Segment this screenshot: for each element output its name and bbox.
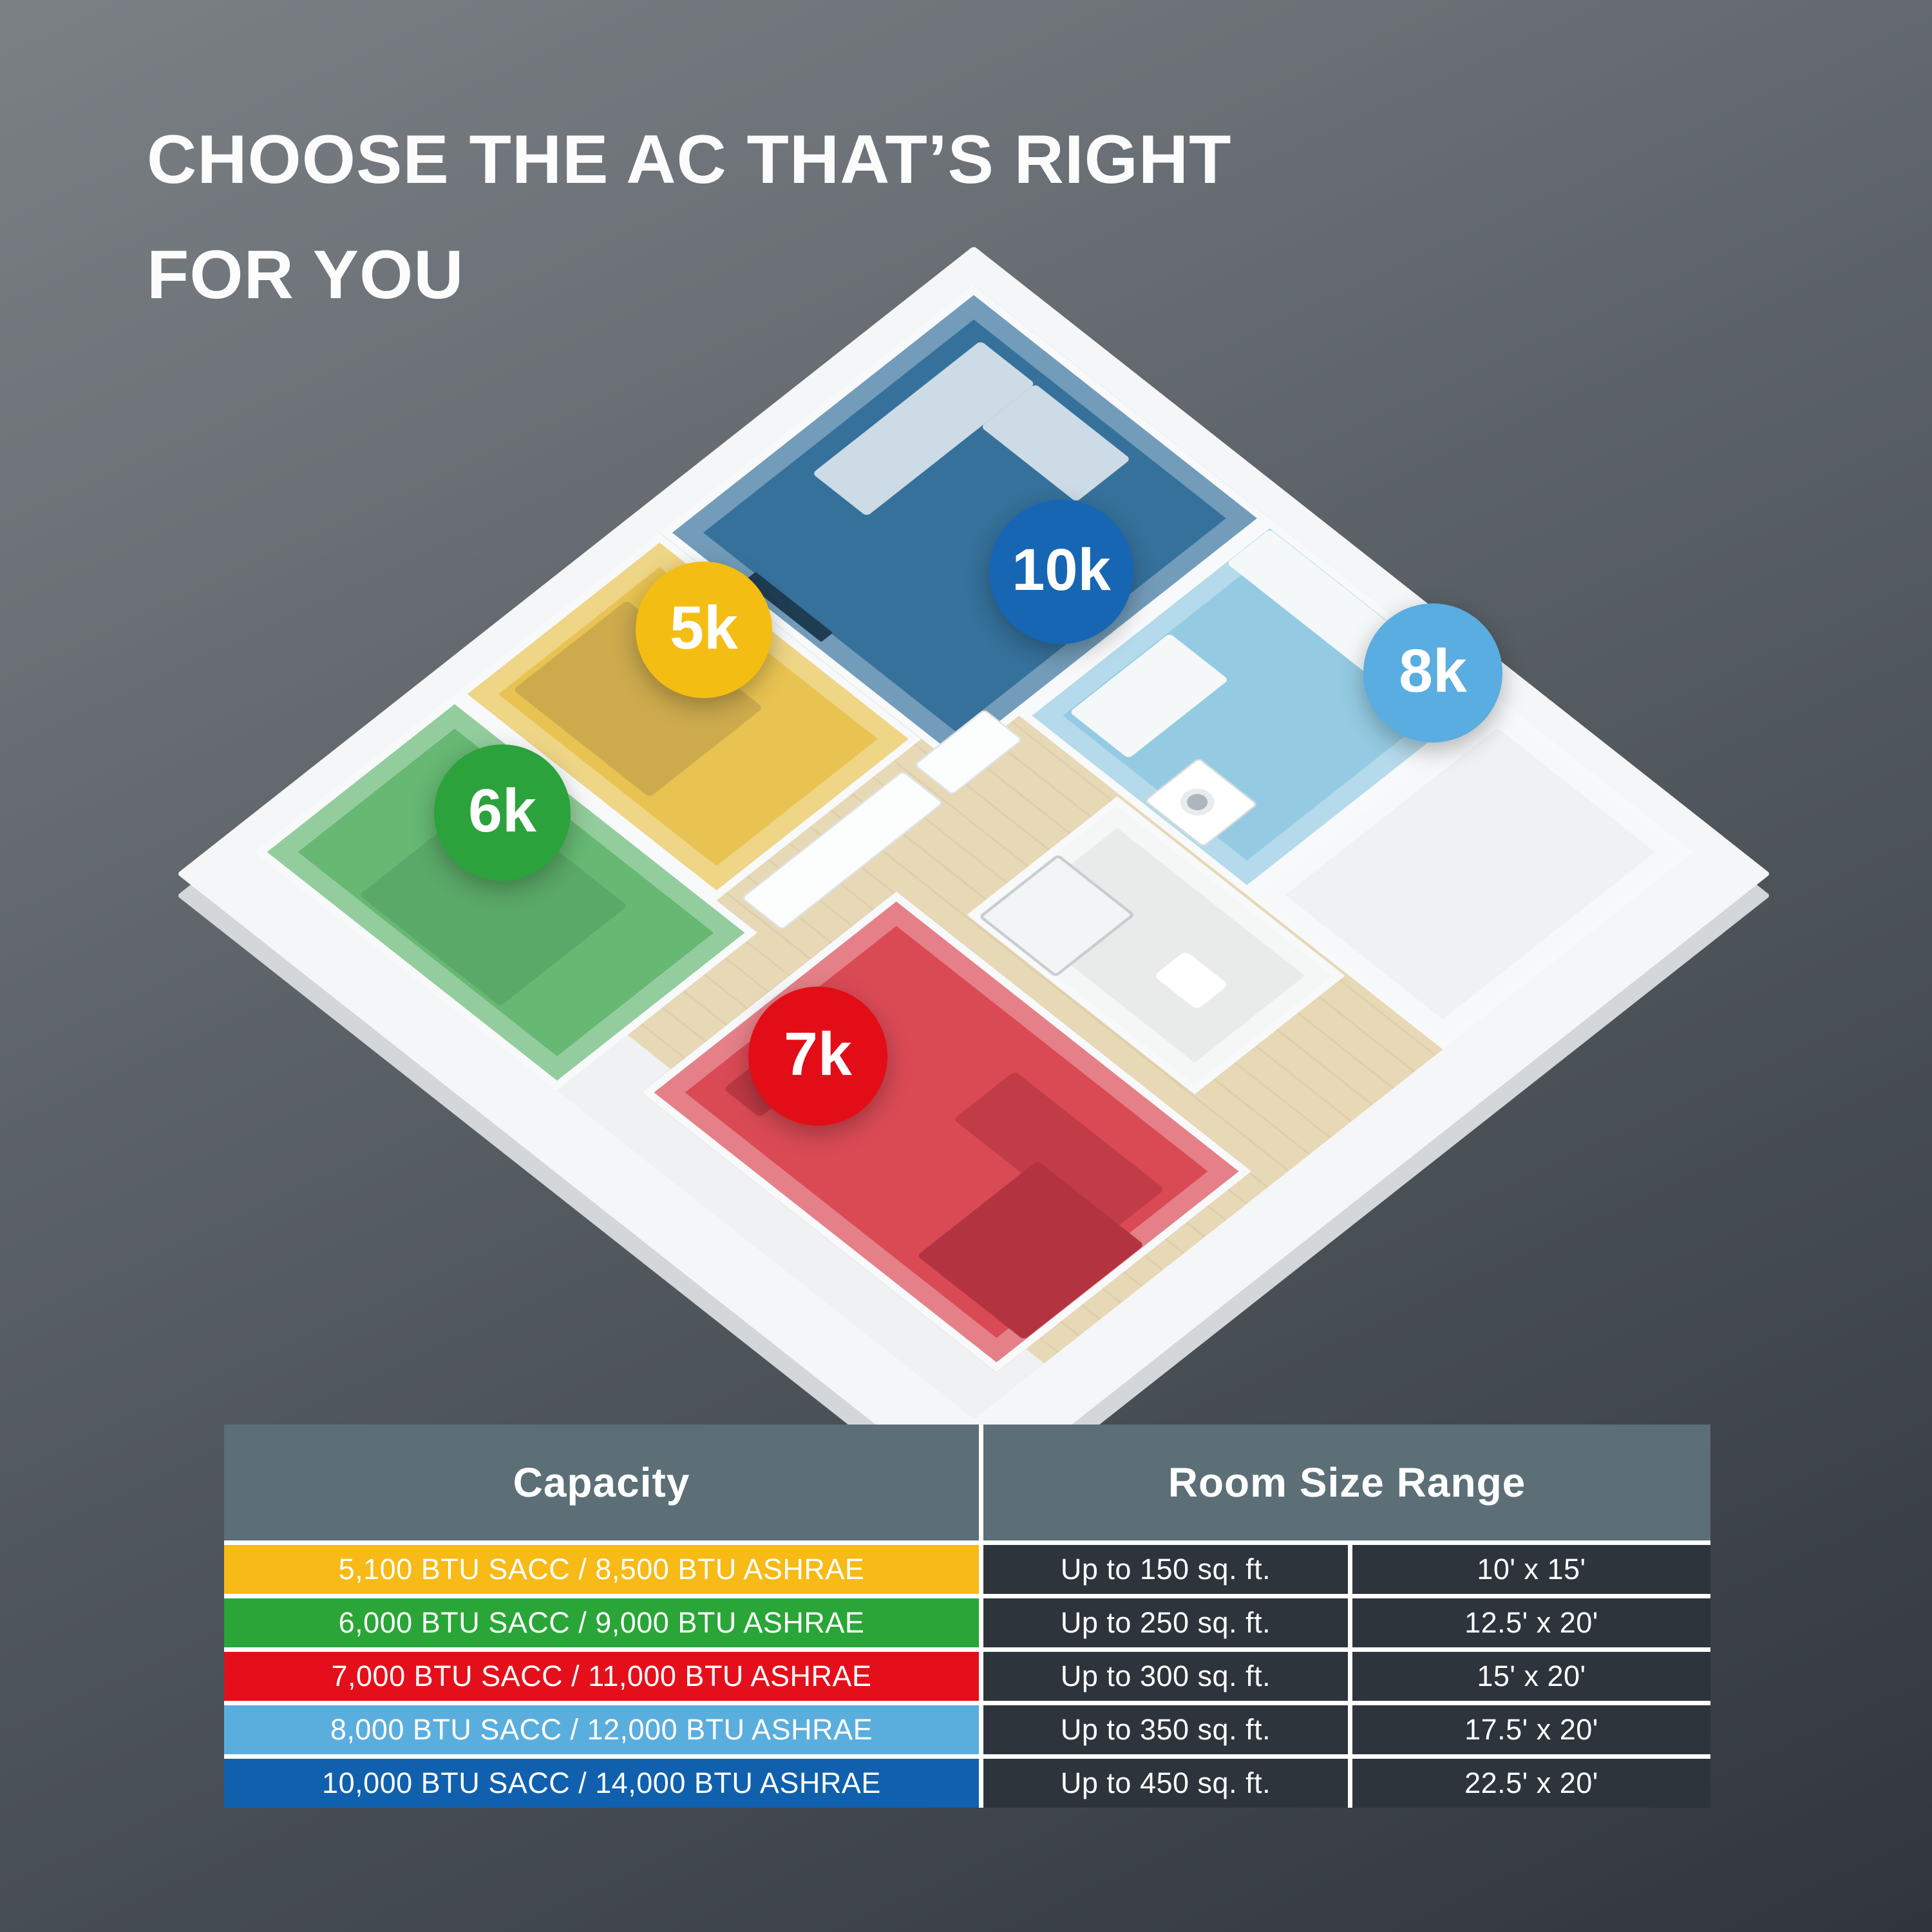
page-title-line2: FOR YOU <box>147 235 464 313</box>
table-row: 10,000 BTU SACC / 14,000 BTU ASHRAE Up t… <box>224 1759 1710 1808</box>
room-size-cell: Up to 450 sq. ft. <box>983 1759 1348 1808</box>
capacity-cell: 7,000 BTU SACC / 11,000 BTU ASHRAE <box>224 1652 979 1701</box>
capacity-badge-6k: 6k <box>434 744 571 881</box>
capacity-cell: 5,100 BTU SACC / 8,500 BTU ASHRAE <box>224 1545 979 1594</box>
capacity-table-header: Capacity Room Size Range <box>224 1425 1710 1540</box>
table-row: 6,000 BTU SACC / 9,000 BTU ASHRAE Up to … <box>224 1598 1710 1647</box>
table-row: 8,000 BTU SACC / 12,000 BTU ASHRAE Up to… <box>224 1705 1710 1754</box>
header-room-size-range: Room Size Range <box>983 1425 1710 1540</box>
room-size-cell: Up to 300 sq. ft. <box>983 1652 1348 1701</box>
dimensions-cell: 17.5' x 20' <box>1352 1705 1710 1754</box>
toilet-shape <box>1153 951 1229 1010</box>
capacity-badge-10k: 10k <box>989 500 1133 644</box>
header-capacity: Capacity <box>224 1425 979 1540</box>
capacity-cell: 10,000 BTU SACC / 14,000 BTU ASHRAE <box>224 1759 979 1808</box>
badge-label: 7k <box>784 1019 852 1088</box>
capacity-cell: 8,000 BTU SACC / 12,000 BTU ASHRAE <box>224 1705 979 1754</box>
capacity-table: Capacity Room Size Range 5,100 BTU SACC … <box>224 1425 1710 1808</box>
room-size-cell: Up to 150 sq. ft. <box>983 1545 1348 1594</box>
badge-label: 10k <box>1012 536 1111 603</box>
page-title: CHOOSE THE AC THAT’S RIGHT FOR YOU <box>147 102 1232 332</box>
room-size-cell: Up to 250 sq. ft. <box>983 1598 1348 1647</box>
dimensions-cell: 12.5' x 20' <box>1352 1598 1710 1647</box>
capacity-badge-8k: 8k <box>1363 603 1502 743</box>
badge-label: 5k <box>670 593 738 662</box>
capacity-badge-7k: 7k <box>748 987 887 1126</box>
capacity-badge-5k: 5k <box>636 562 772 698</box>
page-title-line1: CHOOSE THE AC THAT’S RIGHT <box>147 120 1232 198</box>
badge-label: 6k <box>468 776 536 845</box>
dimensions-cell: 15' x 20' <box>1352 1652 1710 1701</box>
capacity-cell: 6,000 BTU SACC / 9,000 BTU ASHRAE <box>224 1598 979 1647</box>
dimensions-cell: 22.5' x 20' <box>1352 1759 1710 1808</box>
sofa-shape <box>953 1070 1165 1238</box>
badge-label: 8k <box>1399 636 1467 705</box>
shower-shape <box>978 853 1136 978</box>
table-row: 5,100 BTU SACC / 8,500 BTU ASHRAE Up to … <box>224 1545 1710 1594</box>
table-row: 7,000 BTU SACC / 11,000 BTU ASHRAE Up to… <box>224 1652 1710 1701</box>
dimensions-cell: 10' x 15' <box>1352 1545 1710 1594</box>
room-size-cell: Up to 350 sq. ft. <box>983 1705 1348 1754</box>
